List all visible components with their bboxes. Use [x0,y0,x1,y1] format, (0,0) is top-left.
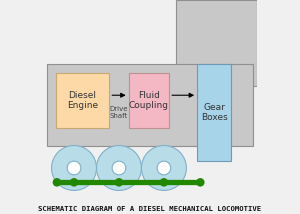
Text: Drive
Shaft: Drive Shaft [110,106,128,119]
Text: Fluid
Coupling: Fluid Coupling [129,91,169,110]
Circle shape [160,178,168,187]
Circle shape [67,161,81,175]
Circle shape [196,178,205,187]
Text: Diesel
Engine: Diesel Engine [67,91,98,110]
Circle shape [112,161,126,175]
Bar [47,64,253,146]
Bar [197,64,231,160]
Text: SCHEMATIC DIAGRAM OF A DIESEL MECHANICAL LOCOMOTIVE: SCHEMATIC DIAGRAM OF A DIESEL MECHANICAL… [38,206,262,212]
Circle shape [52,178,61,187]
Circle shape [115,178,123,187]
Bar [129,73,169,128]
Circle shape [70,178,78,187]
Bar [176,0,257,86]
Text: Gear
Boxes: Gear Boxes [201,103,228,122]
Circle shape [141,146,186,190]
Circle shape [52,146,97,190]
Circle shape [97,146,141,190]
Circle shape [157,161,171,175]
Bar [56,73,109,128]
